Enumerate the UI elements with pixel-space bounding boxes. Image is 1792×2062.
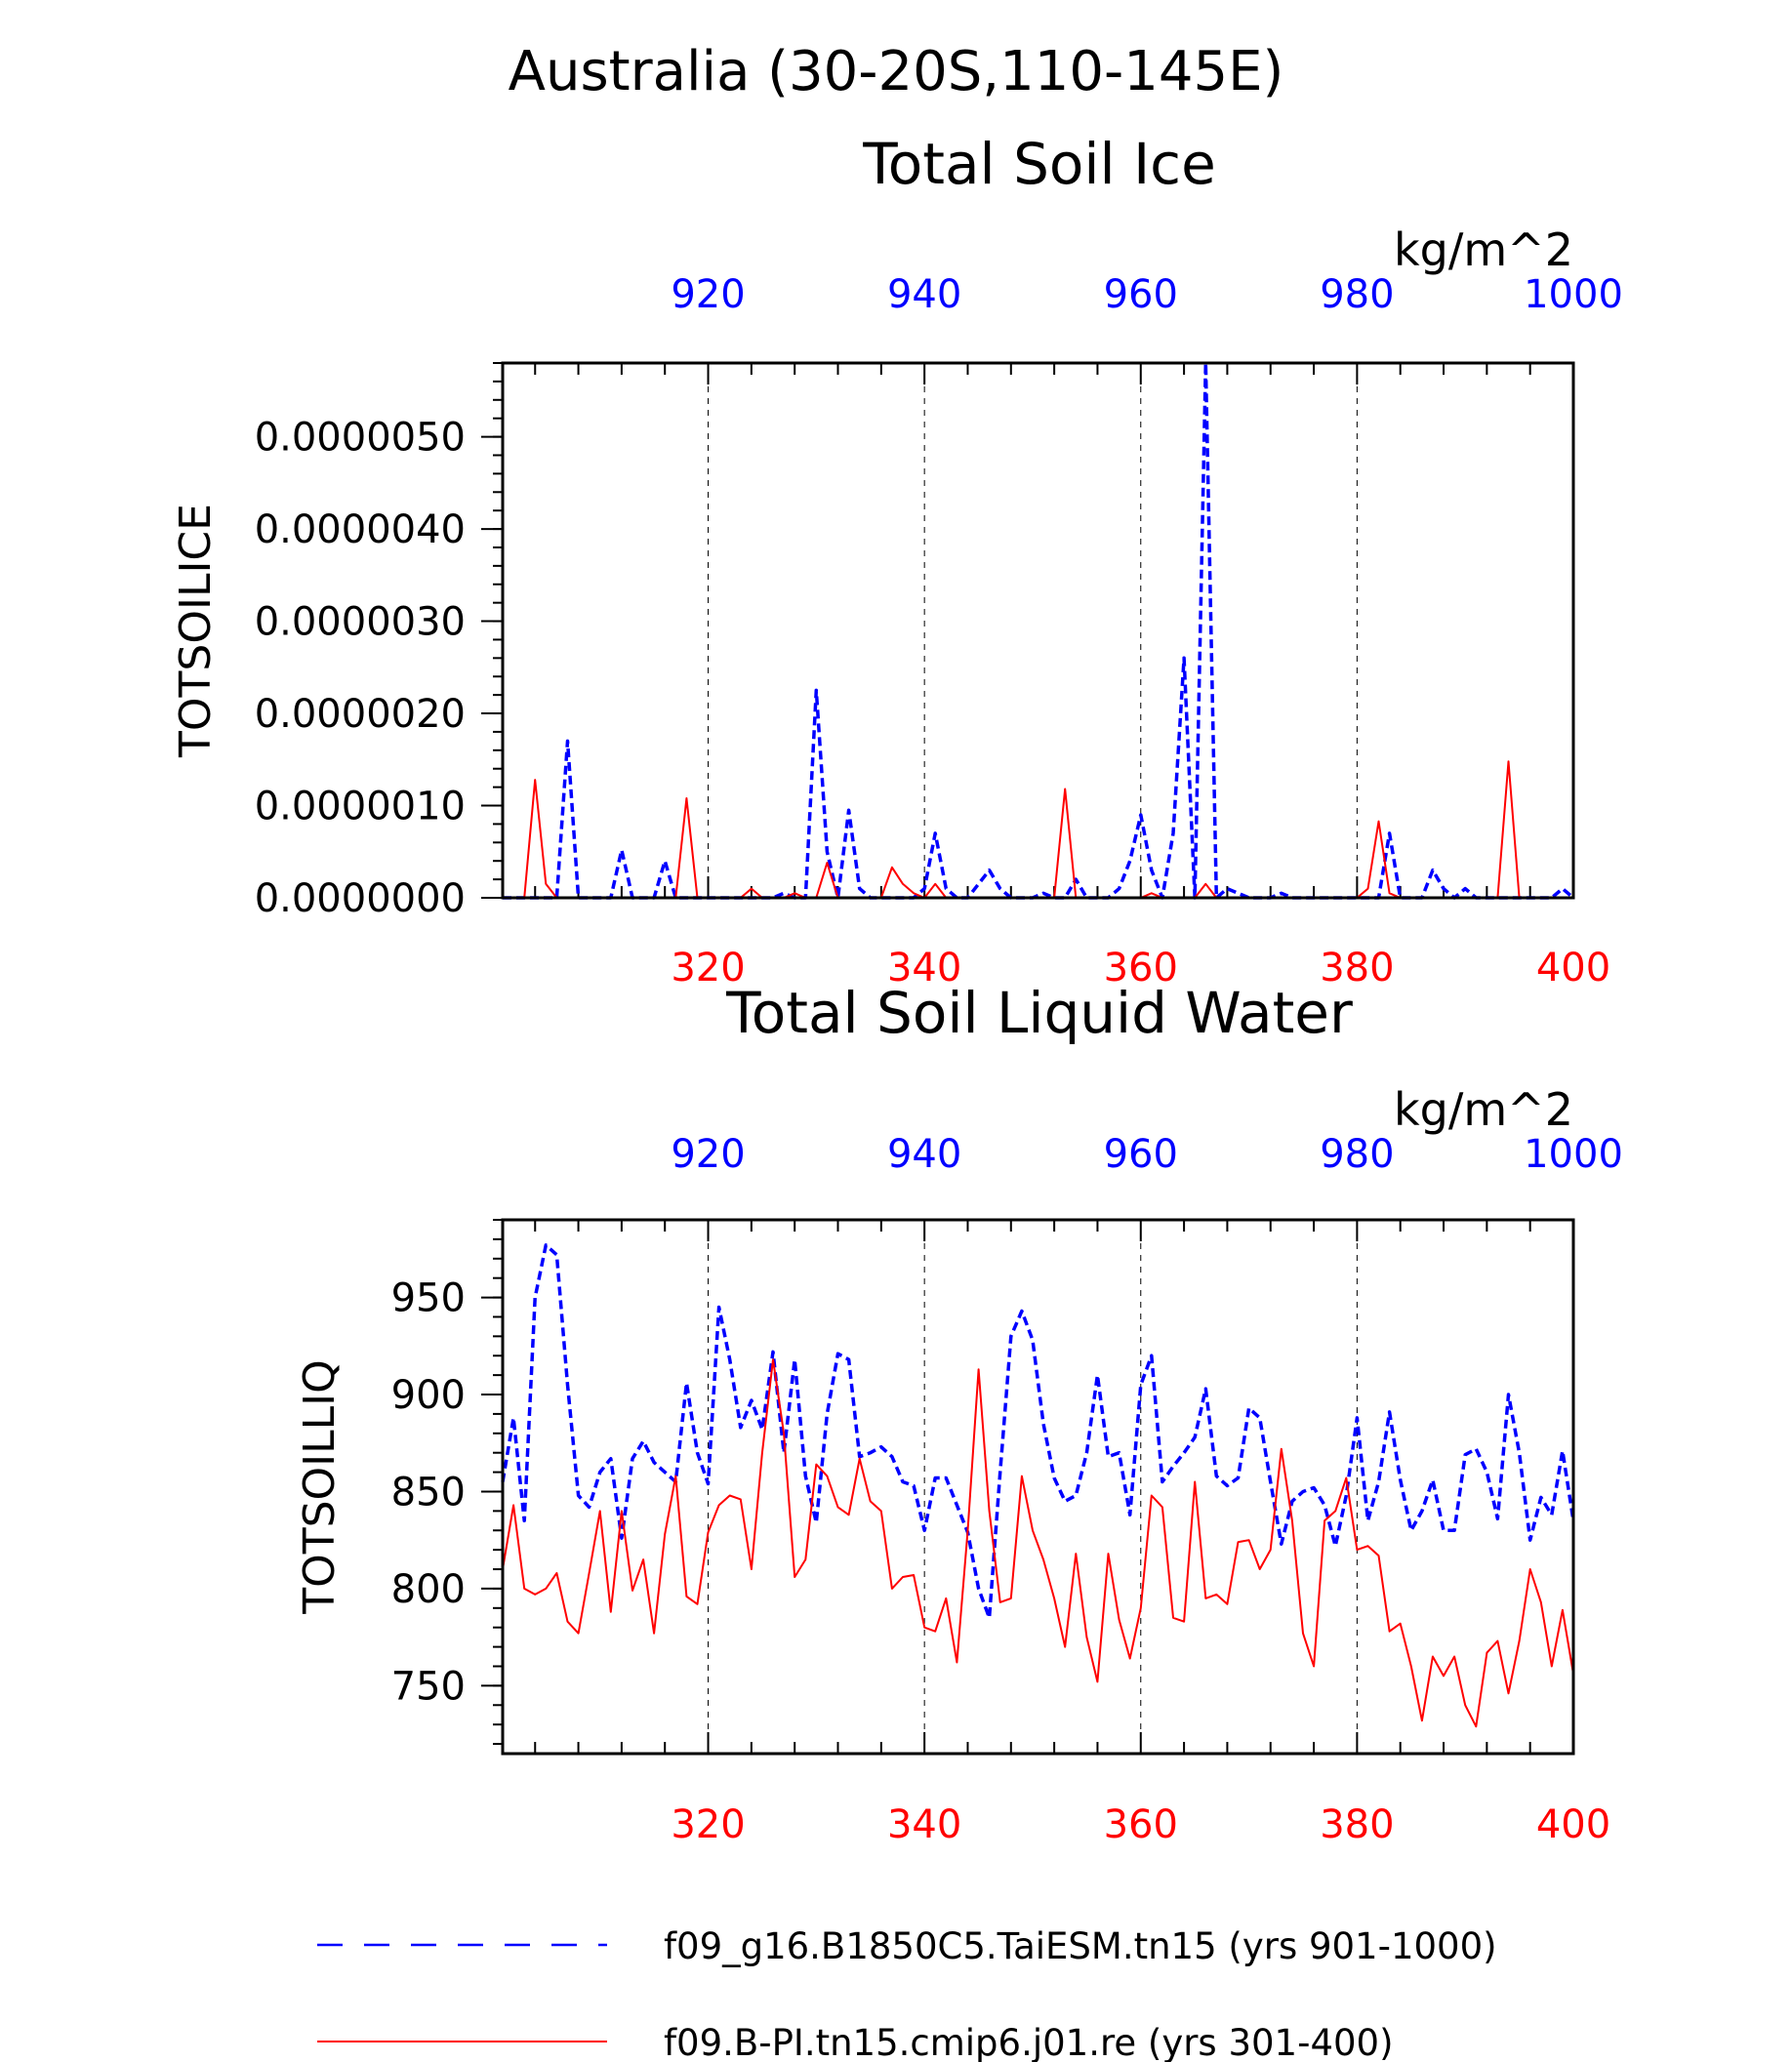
x-top-tick-label: 980	[1320, 1132, 1394, 1177]
y-tick-label: 0.0000000	[255, 876, 466, 921]
x-top-tick-label: 940	[887, 1132, 961, 1177]
x-bottom-tick-label: 400	[1536, 946, 1610, 991]
series-line-cmip6	[503, 760, 1573, 899]
figure-title: Australia (30-20S,110-145E)	[509, 40, 1284, 103]
y-tick-label: 850	[391, 1470, 466, 1515]
x-bottom-tick-label: 360	[1104, 1802, 1178, 1847]
y-tick-label: 0.0000020	[255, 692, 466, 737]
legend: f09_g16.B1850C5.TaiESM.tn15 (yrs 901-100…	[317, 1925, 1497, 2062]
x-bottom-tick-label: 340	[887, 1802, 961, 1847]
x-top-tick-label: 1000	[1524, 1132, 1623, 1177]
x-top-tick-label: 960	[1104, 1132, 1178, 1177]
x-top-tick-label: 920	[671, 272, 745, 317]
y-tick-label: 0.0000010	[255, 785, 466, 829]
chart-panel-1: Total Soil Ice kg/m^2 TOTSOILICE 0.0000000 0…	[171, 131, 1623, 991]
series-line-cmip6	[502, 1358, 1574, 1728]
x-bottom-tick-label: 340	[887, 946, 961, 991]
x-top-tick-label: 960	[1104, 272, 1178, 317]
x-top-tick-label: 980	[1320, 272, 1394, 317]
x-top-tick-label: 940	[887, 272, 961, 317]
plot-frame	[501, 1218, 1575, 1756]
y-tick-label: 800	[391, 1567, 466, 1612]
x-bottom-tick-label: 320	[671, 946, 745, 991]
x-bottom-tick-label: 400	[1536, 1802, 1610, 1847]
legend-label-2: f09.B-PI.tn15.cmip6.j01.re (yrs 301-400)	[664, 2022, 1394, 2062]
x-top-tick-label: 1000	[1524, 272, 1623, 317]
y-tick-label: 900	[391, 1373, 466, 1418]
x-bottom-tick-label: 380	[1320, 946, 1394, 991]
panel-title: Total Soil Liquid Water	[725, 980, 1353, 1046]
y-tick-label: 950	[391, 1276, 466, 1321]
y-tick-label: 0.0000050	[255, 416, 466, 461]
series-line-taiesm	[503, 361, 1575, 900]
x-bottom-tick-label: 360	[1104, 946, 1178, 991]
panel-title: Total Soil Ice	[862, 131, 1216, 197]
x-bottom-tick-label: 320	[671, 1802, 745, 1847]
series-line-taiesm	[501, 1243, 1575, 1620]
units-label: kg/m^2	[1394, 223, 1573, 276]
y-axis-label: TOTSOILICE	[171, 504, 221, 758]
legend-label-1: f09_g16.B1850C5.TaiESM.tn15 (yrs 901-100…	[664, 1925, 1497, 1967]
y-tick-label: 0.0000030	[255, 600, 466, 645]
chart-panel-2: Total Soil Liquid Water kg/m^2 TOTSOILLIQ 7…	[295, 980, 1623, 1847]
x-top-tick-label: 920	[671, 1132, 745, 1177]
y-tick-label: 750	[391, 1664, 466, 1709]
x-bottom-tick-label: 380	[1320, 1802, 1394, 1847]
plot-frame	[501, 361, 1575, 900]
y-axis-label: TOTSOILLIQ	[295, 1359, 345, 1615]
units-label: kg/m^2	[1394, 1083, 1573, 1136]
y-tick-label: 0.0000040	[255, 507, 466, 552]
